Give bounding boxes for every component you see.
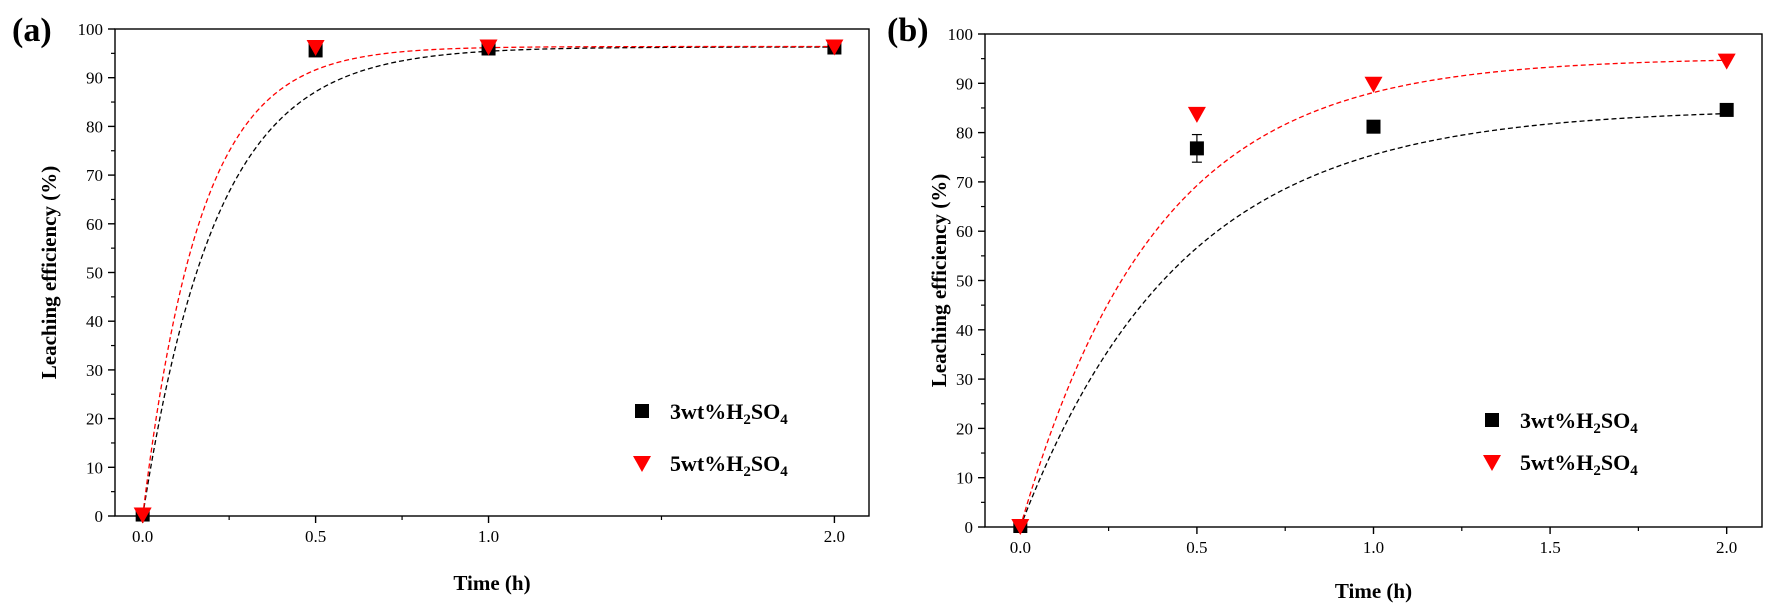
fit-curve-3wt (142, 46, 835, 517)
data-point-5wt (479, 39, 498, 56)
data-point-5wt (1011, 519, 1030, 536)
legend: 3wt%H2SO4 5wt%H2SO4 (633, 399, 788, 480)
data-point-3wt (1719, 102, 1734, 117)
data-point-5wt (1364, 76, 1383, 93)
y-tick-label: 0 (95, 507, 104, 526)
y-tick-label: 60 (86, 215, 103, 234)
x-tick-label: 0.0 (132, 527, 153, 546)
y-tick-label: 0 (965, 518, 974, 537)
fit-curve-5wt (142, 45, 835, 517)
plot-frame (984, 33, 1763, 528)
data-point-5wt (133, 507, 152, 524)
y-tick-label: 20 (86, 410, 103, 429)
y-tick-label: 30 (86, 361, 103, 380)
y-tick-label: 90 (86, 69, 103, 88)
x-tick-label: 2.0 (824, 527, 845, 546)
y-tick-label: 100 (948, 25, 974, 44)
y-tick-label: 50 (86, 264, 103, 283)
x-axis-title: Time (h) (453, 571, 530, 595)
legend-marker-5wt (1483, 455, 1501, 471)
y-tick-label: 80 (956, 124, 973, 143)
y-tick-label: 100 (78, 20, 104, 39)
legend-marker-3wt (1485, 413, 1499, 427)
x-axis-title: Time (h) (1335, 579, 1412, 603)
data-point-5wt (1187, 106, 1206, 123)
y-tick-label: 10 (956, 469, 973, 488)
y-tick-label: 70 (956, 173, 973, 192)
data-point-5wt (825, 39, 844, 56)
legend-label-3wt: 3wt%H2SO4 (1520, 408, 1638, 437)
y-tick-label: 90 (956, 74, 973, 93)
y-axis-title: Leaching efficiency (%) (37, 166, 61, 379)
y-tick-label: 20 (956, 419, 973, 438)
y-tick-label: 70 (86, 166, 103, 185)
legend: 3wt%H2SO4 5wt%H2SO4 (1483, 408, 1638, 479)
data-point-5wt (306, 40, 325, 57)
panel-label: (a) (12, 12, 52, 49)
legend-label-3wt: 3wt%H2SO4 (670, 399, 788, 428)
data-point-3wt (1189, 141, 1204, 156)
x-tick-label: 0.5 (1186, 538, 1207, 557)
fit-curve-5wt (1019, 59, 1727, 528)
legend-marker-3wt (635, 404, 649, 418)
y-tick-label: 40 (86, 312, 103, 331)
x-tick-label: 0.0 (1010, 538, 1031, 557)
x-tick-label: 2.0 (1716, 538, 1737, 557)
legend-label-5wt: 5wt%H2SO4 (670, 451, 788, 480)
y-tick-label: 50 (956, 272, 973, 291)
plot-frame (114, 28, 870, 517)
legend-marker-5wt (633, 456, 651, 472)
panel-a: (a) 0 10 20 30 40 50 60 70 80 90 100 0.0 0.5 1.0 2.0 Tim… (12, 12, 870, 595)
x-tick-label: 0.5 (305, 527, 326, 546)
y-tick-label: 10 (86, 458, 103, 477)
x-tick-label: 1.5 (1539, 538, 1560, 557)
fit-curve-3wt (1019, 112, 1727, 528)
data-point-3wt (1366, 119, 1381, 134)
y-tick-label: 60 (956, 222, 973, 241)
y-tick-label: 30 (956, 370, 973, 389)
x-tick-label: 1.0 (1363, 538, 1384, 557)
y-tick-label: 40 (956, 321, 973, 340)
data-point-5wt (1717, 53, 1736, 70)
y-axis-title: Leaching efficiency (%) (927, 174, 951, 387)
y-tick-label: 80 (86, 117, 103, 136)
panel-label: (b) (887, 12, 929, 49)
x-tick-label: 1.0 (478, 527, 499, 546)
panel-b: (b) 0 10 20 30 40 50 60 70 80 90 100 0.0 0.5 1.0 1.5 2.0… (887, 12, 1763, 603)
legend-label-5wt: 5wt%H2SO4 (1520, 450, 1638, 479)
